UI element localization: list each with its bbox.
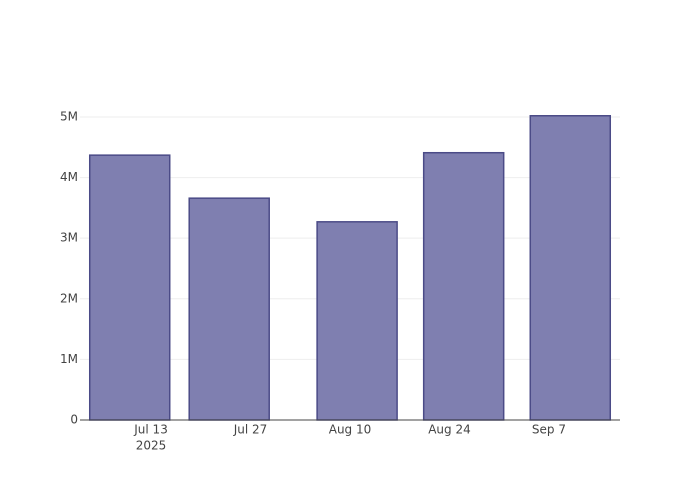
bar xyxy=(316,221,398,421)
y-tick-label: 4M xyxy=(60,170,78,184)
y-tick-label: 3M xyxy=(60,231,78,245)
x-tick-sublabel: 2025 xyxy=(136,439,167,453)
bar xyxy=(188,197,270,421)
y-tick-label: 5M xyxy=(60,109,78,123)
x-tick-label: Sep 7 xyxy=(532,423,566,437)
y-tick-label: 1M xyxy=(60,352,78,366)
y-tick-label: 2M xyxy=(60,291,78,305)
bar xyxy=(88,154,171,421)
x-tick-label: Aug 10 xyxy=(329,423,372,437)
bar xyxy=(529,115,612,421)
y-tick-label: 0 xyxy=(70,413,78,427)
x-tick-label: Jul 13 xyxy=(133,423,168,437)
bar xyxy=(422,151,505,421)
x-tick-label: Jul 27 xyxy=(233,423,268,437)
x-tick-label: Aug 24 xyxy=(428,423,471,437)
